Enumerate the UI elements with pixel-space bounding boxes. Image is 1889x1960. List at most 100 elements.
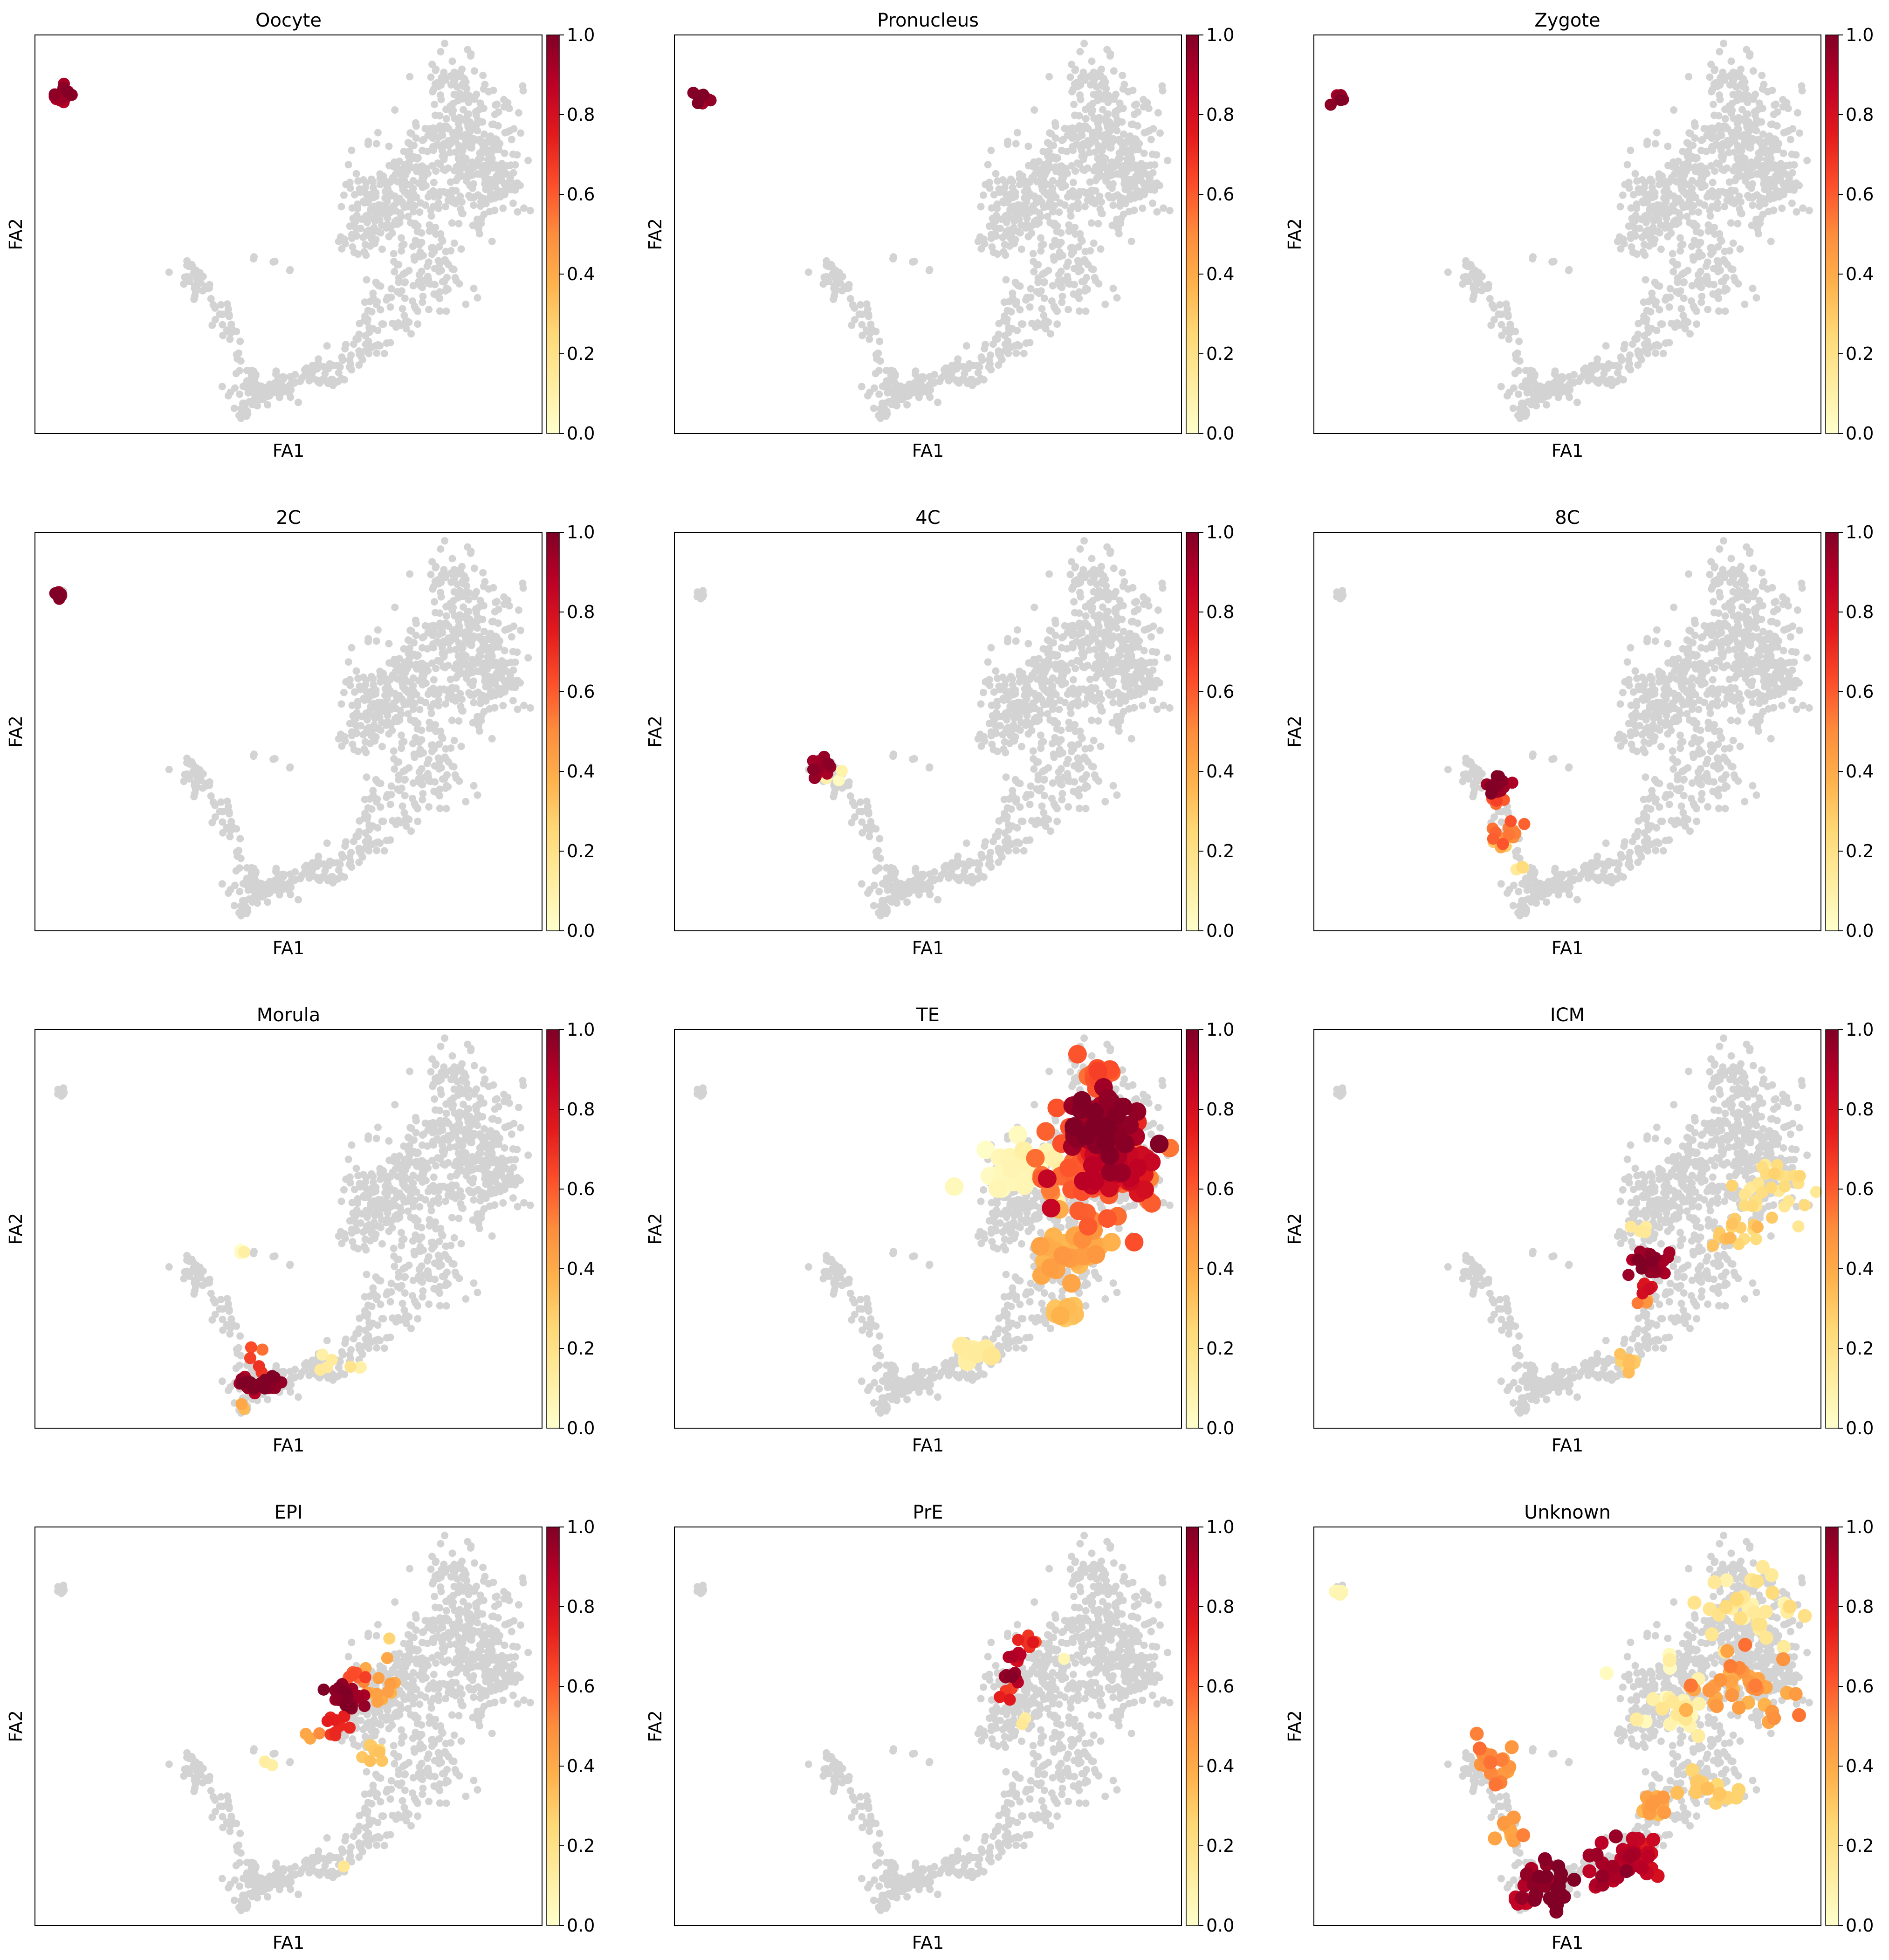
background-point xyxy=(393,178,401,186)
background-point xyxy=(405,139,413,147)
background-point xyxy=(1704,258,1711,266)
background-points xyxy=(54,40,534,422)
background-point xyxy=(1685,129,1693,137)
background-point xyxy=(1543,401,1551,409)
background-point xyxy=(825,262,832,270)
background-point xyxy=(1119,602,1127,610)
background-point xyxy=(386,303,394,311)
background-point xyxy=(1139,204,1147,212)
background-point xyxy=(354,177,362,185)
background-point xyxy=(1091,646,1099,653)
background-point xyxy=(1058,674,1066,682)
background-point xyxy=(1024,142,1032,150)
background-point xyxy=(366,739,374,747)
background-point xyxy=(348,231,356,239)
background-point xyxy=(244,389,252,397)
background-point xyxy=(352,217,360,225)
background-point xyxy=(392,207,399,215)
background-point xyxy=(286,763,294,771)
background-point xyxy=(185,773,192,781)
background-point xyxy=(1080,122,1088,130)
background-point xyxy=(1713,199,1721,207)
background-point xyxy=(1749,284,1757,292)
background-point xyxy=(1148,648,1156,655)
background-point xyxy=(987,146,995,154)
background-point xyxy=(1631,170,1639,178)
background-point xyxy=(407,716,415,724)
background-point xyxy=(409,705,417,713)
background-point xyxy=(519,87,527,95)
background-point xyxy=(1145,104,1153,112)
background-point xyxy=(457,743,465,750)
background-point xyxy=(1497,383,1505,391)
background-point xyxy=(474,215,481,223)
background-point xyxy=(427,206,435,214)
background-point xyxy=(1070,101,1078,108)
background-point xyxy=(414,222,422,230)
background-point xyxy=(398,731,405,739)
background-point xyxy=(517,626,524,634)
background-point xyxy=(1027,285,1035,293)
background-point xyxy=(410,202,418,210)
background-point xyxy=(1552,389,1559,397)
background-point xyxy=(890,253,897,261)
background-point xyxy=(1071,67,1079,74)
background-point xyxy=(1775,140,1783,148)
background-point xyxy=(414,719,422,727)
background-point xyxy=(1116,170,1124,177)
background-point xyxy=(1488,301,1496,309)
background-point xyxy=(1031,704,1039,712)
background-point xyxy=(287,385,295,393)
background-point xyxy=(1783,99,1791,107)
background-point xyxy=(362,688,370,695)
background-point xyxy=(393,696,401,704)
background-point xyxy=(489,635,497,643)
background-point xyxy=(227,320,235,328)
background-point xyxy=(1751,108,1758,116)
background-point xyxy=(419,298,426,306)
background-point xyxy=(462,300,470,308)
background-point xyxy=(1075,295,1083,303)
background-point xyxy=(454,96,462,104)
background-point xyxy=(280,373,288,381)
background-point xyxy=(1071,564,1079,571)
background-point xyxy=(1117,660,1125,668)
background-point xyxy=(1164,157,1172,165)
background-point xyxy=(994,177,1002,185)
background-point xyxy=(1727,57,1735,65)
background-point xyxy=(1770,110,1778,118)
background-point xyxy=(459,707,467,715)
background-point xyxy=(321,370,329,378)
background-point xyxy=(431,609,439,617)
axes-frame xyxy=(34,34,543,434)
background-point xyxy=(1685,73,1693,81)
background-point xyxy=(469,180,477,188)
background-point xyxy=(1031,207,1039,215)
background-point xyxy=(225,312,233,320)
background-point xyxy=(446,191,454,199)
background-point xyxy=(1796,129,1803,137)
background-point xyxy=(1616,203,1624,211)
background-point xyxy=(387,223,395,231)
background-point xyxy=(354,748,362,756)
y-axis-label: FA2 xyxy=(1285,218,1305,250)
background-point xyxy=(424,629,432,637)
highlight-points xyxy=(1325,89,1349,111)
background-point xyxy=(1006,739,1014,747)
panel-title: Pronucleus xyxy=(877,10,979,31)
background-point xyxy=(1733,196,1741,204)
background-point xyxy=(1798,87,1806,95)
background-point xyxy=(475,633,483,641)
background-point xyxy=(401,278,409,286)
background-point xyxy=(1738,210,1745,218)
background-point xyxy=(361,184,369,192)
background-point xyxy=(1040,701,1048,708)
background-point xyxy=(1064,131,1072,139)
background-point xyxy=(407,219,415,227)
background-point xyxy=(1100,131,1107,139)
background-point xyxy=(1045,637,1053,645)
background-point xyxy=(1127,655,1135,663)
background-point xyxy=(378,320,386,328)
background-point xyxy=(1013,129,1021,137)
